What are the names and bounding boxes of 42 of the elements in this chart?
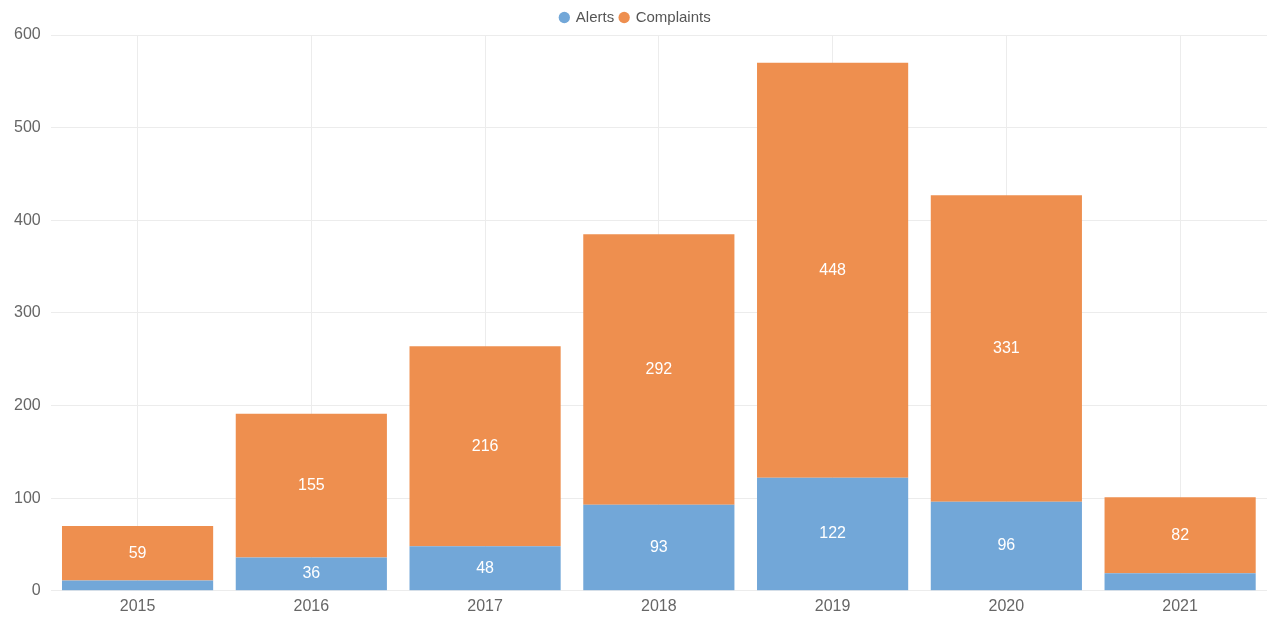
data-label: 82: [1171, 525, 1190, 543]
data-label: 216: [471, 436, 499, 454]
bar: [1104, 497, 1256, 574]
x-tick-label: 2017: [467, 596, 503, 614]
y-tick-label: 100: [13, 488, 41, 506]
y-tick-label: 600: [13, 25, 41, 43]
data-label: 36: [302, 564, 321, 582]
bar: [930, 501, 1082, 591]
data-label: 59: [128, 543, 147, 561]
bar: [61, 525, 214, 581]
data-label: 48: [476, 558, 495, 576]
y-tick-label: 200: [13, 395, 41, 413]
data-label: 93: [649, 537, 668, 555]
data-label: 96: [997, 536, 1016, 554]
legend-label: Complaints: [635, 7, 711, 25]
x-tick-label: 2021: [1162, 596, 1199, 614]
bar: [583, 234, 735, 505]
data-label: 155: [297, 476, 325, 494]
x-tick-label: 2020: [988, 596, 1025, 614]
legend-label: Alerts: [575, 7, 615, 25]
data-label: 292: [645, 359, 673, 377]
data-label: 448: [819, 260, 847, 278]
x-tick-label: 2015: [119, 596, 156, 614]
bar: [235, 557, 387, 591]
bar: [757, 477, 909, 591]
bar: [930, 195, 1082, 502]
data-label: 331: [993, 338, 1020, 356]
bar: [61, 580, 214, 591]
y-tick-label: 0: [31, 581, 41, 599]
x-tick-label: 2019: [814, 596, 851, 614]
bar: [409, 546, 561, 591]
x-tick-label: 2016: [293, 596, 330, 614]
bar: [1104, 573, 1256, 591]
bar: [583, 504, 735, 591]
bar: [409, 346, 561, 547]
bar: [757, 62, 909, 478]
y-tick-label: 300: [13, 303, 41, 321]
y-tick-label: 500: [13, 118, 41, 136]
x-tick-label: 2018: [641, 596, 677, 614]
data-label: 122: [819, 524, 847, 542]
y-tick-label: 400: [13, 210, 41, 228]
bar: [235, 413, 387, 558]
